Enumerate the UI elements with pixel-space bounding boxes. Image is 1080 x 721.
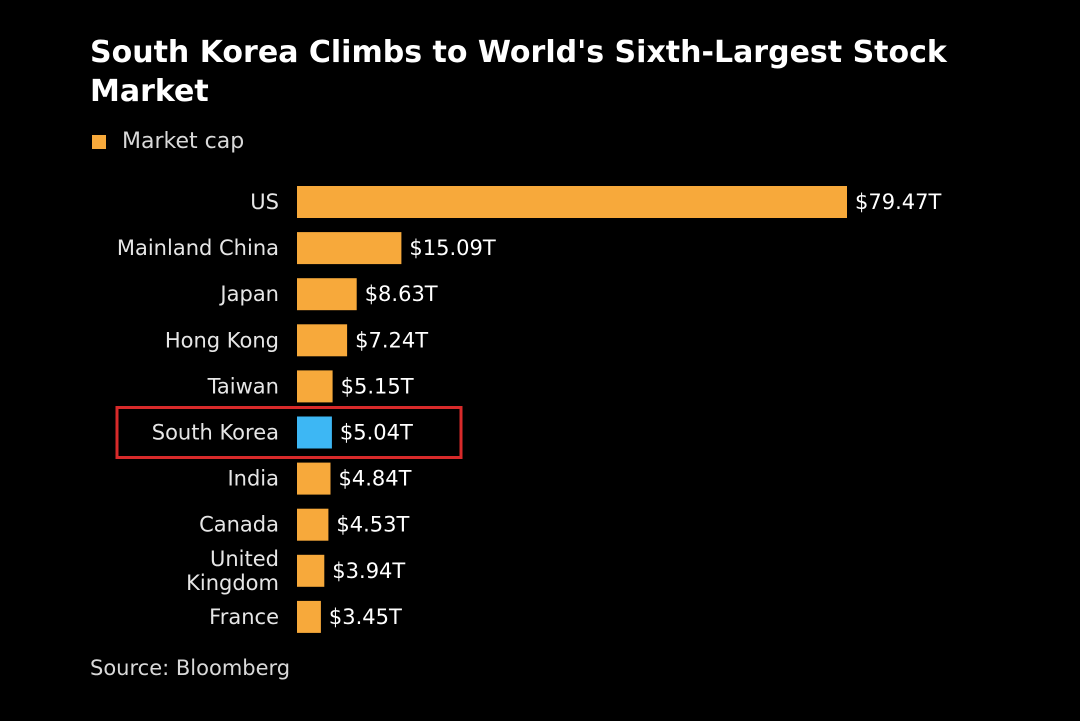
source-note: Source: Bloomberg [90,656,291,680]
value-label-mainland-china: $15.09T [409,236,495,260]
value-label-us: $79.47T [855,190,941,214]
bar-france [297,600,321,633]
legend-swatch-icon [92,134,106,149]
category-label-taiwan: Taiwan [207,374,279,398]
bar-mainland-china [297,232,402,265]
bar-south-korea [297,416,332,449]
category-label-us: US [250,190,279,214]
bar-hong-kong [297,324,348,357]
category-label-hong-kong: Hong Kong [165,328,279,352]
legend: Market cap [92,129,244,154]
chart-title: South Korea Climbs to World's Sixth-Larg… [90,35,947,109]
category-label-france: France [209,605,279,629]
value-label-south-korea: $5.04T [340,421,413,445]
category-label-india: India [227,467,279,491]
bar-us [297,186,847,218]
value-label-japan: $8.63T [365,282,438,306]
category-label-united-kingdom: United Kingdom [186,547,279,595]
highlight-box [115,406,463,459]
legend-label: Market cap [122,129,245,154]
category-label-japan: Japan [218,282,279,306]
value-label-france: $3.45T [329,605,402,629]
bar-india [297,462,331,495]
value-label-hong-kong: $7.24T [355,328,428,352]
bar-taiwan [297,370,333,403]
value-label-taiwan: $5.15T [341,374,414,398]
bar-canada [297,508,329,541]
value-label-india: $4.84T [339,467,412,491]
category-label-canada: Canada [199,513,279,537]
value-label-canada: $4.53T [336,513,409,537]
bar-united-kingdom [297,554,325,587]
category-label-south-korea: South Korea [152,421,279,445]
value-label-united-kingdom: $3.94T [332,559,405,583]
category-label-mainland-china: Mainland China [117,236,279,260]
bar-japan [297,278,357,311]
